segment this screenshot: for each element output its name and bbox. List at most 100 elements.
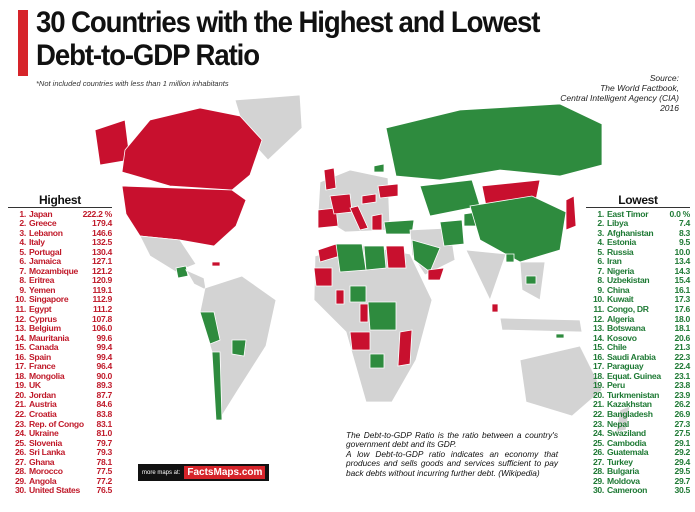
- country: Italy: [29, 237, 45, 248]
- rank: 11.: [593, 304, 604, 315]
- ratio: 7.4: [678, 218, 690, 229]
- list-row: 1. East Timor 0.0 %: [586, 208, 691, 220]
- ratio: 18.1: [674, 323, 690, 334]
- country: Slovenia: [29, 437, 62, 448]
- ratio: 22.3: [674, 351, 690, 362]
- country: Egypt: [29, 304, 52, 315]
- country: Kazakhstan: [607, 399, 652, 410]
- country: Equat. Guinea: [607, 370, 661, 381]
- country: Cyprus: [29, 313, 57, 324]
- list-row: 3. Afghanistan 8.3: [586, 228, 690, 239]
- ratio: 14.3: [674, 265, 690, 276]
- list-row: 19. UK 89.3: [8, 381, 112, 391]
- list-row: 24. Swaziland 27.5: [586, 429, 690, 439]
- rank: 14.: [592, 332, 604, 343]
- ratio: 17.6: [674, 304, 690, 315]
- list-row: 1. Japan 222.2 %: [8, 208, 113, 220]
- country: Swaziland: [607, 428, 646, 439]
- ratio: 0.0 %: [669, 208, 691, 219]
- rank: 19.: [592, 380, 604, 391]
- country: Nigeria: [607, 265, 635, 276]
- ratio: 121.2: [91, 265, 112, 276]
- country: Jordan: [29, 389, 56, 400]
- rank: 28.: [14, 466, 26, 477]
- list-row: 27. Turkey 29.4: [586, 456, 690, 468]
- rank: 20.: [14, 389, 26, 400]
- ratio: 77.2: [96, 475, 112, 486]
- country: Bulgaria: [607, 466, 639, 477]
- list-row: 11. Egypt 111.2: [8, 304, 112, 315]
- ratio: 13.4: [674, 256, 690, 267]
- ratio: 29.4: [674, 456, 690, 467]
- country: Moldova: [607, 475, 640, 486]
- country: Belgium: [29, 323, 61, 334]
- rank: 29.: [14, 475, 26, 486]
- title: 30 Countries with the Highest and Lowest…: [36, 6, 540, 72]
- country: Portugal: [29, 246, 62, 257]
- rank: 1.: [597, 208, 604, 219]
- list-row: 2. Greece 179.4: [8, 219, 112, 229]
- list-row: 20. Jordan 87.7: [8, 389, 112, 401]
- ratio: 23.8: [674, 380, 690, 391]
- rank: 21.: [592, 399, 604, 410]
- rank: 15.: [592, 342, 604, 353]
- explanation-text: The Debt-to-GDP Ratio is the ratio betwe…: [346, 430, 558, 450]
- rank: 6.: [19, 256, 26, 267]
- ratio: 222.2 %: [82, 208, 113, 219]
- list-row: 7. Mozambique 121.2: [8, 265, 112, 277]
- explanation: The Debt-to-GDP Ratio is the ratio betwe…: [346, 430, 558, 478]
- list-row: 6. Iran 13.4: [586, 257, 690, 267]
- rank: 18.: [14, 370, 26, 381]
- country: United States: [29, 485, 81, 496]
- source-line: Central Intelligent Agency (CIA): [560, 93, 679, 103]
- list-row: 23. Rep. of Congo 83.1: [8, 418, 112, 430]
- country: Estonia: [607, 237, 636, 248]
- rank: 23.: [14, 418, 26, 429]
- source-line: The World Factbook,: [600, 83, 679, 93]
- ratio: 77.5: [96, 466, 112, 477]
- list-row: 6. Jamaica 127.1: [8, 257, 112, 267]
- country: Russia: [607, 246, 634, 257]
- country: Congo, DR: [607, 304, 649, 315]
- list-row: 16. Saudi Arabia 22.3: [586, 351, 690, 363]
- ratio: 120.9: [91, 275, 112, 286]
- rank: 22.: [14, 409, 26, 420]
- country: Nepal: [607, 418, 629, 429]
- ratio: 146.6: [91, 227, 112, 238]
- country: UK: [29, 380, 41, 391]
- title-line: Debt-to-GDP Ratio: [36, 39, 260, 72]
- ratio: 127.1: [91, 256, 112, 267]
- ratio: 17.3: [674, 294, 690, 305]
- rank: 28.: [592, 466, 604, 477]
- ratio: 23.9: [674, 389, 690, 400]
- rank: 3.: [19, 227, 26, 238]
- ratio: 78.1: [96, 456, 112, 467]
- brand[interactable]: FactsMaps.com: [184, 466, 266, 479]
- ratio: 30.5: [674, 485, 690, 496]
- list-row: 24. Ukraine 81.0: [8, 429, 112, 439]
- rank: 27.: [14, 456, 26, 467]
- country: China: [607, 284, 630, 295]
- list-row: 26. Sri Lanka 79.3: [8, 448, 112, 458]
- country: Spain: [29, 351, 51, 362]
- list-row: 12. Algeria 18.0: [586, 314, 690, 325]
- list-heading: Lowest: [586, 194, 690, 208]
- rank: 30.: [14, 485, 26, 496]
- country: Morocco: [29, 466, 63, 477]
- rank: 5.: [597, 246, 604, 257]
- rank: 7.: [19, 265, 26, 276]
- ratio: 29.7: [674, 475, 690, 486]
- rank: 13.: [592, 323, 604, 334]
- list-row: 18. Equat. Guinea 23.1: [586, 370, 690, 382]
- list-row: 28. Morocco 77.5: [8, 467, 112, 477]
- list-row: 17. France 96.4: [8, 362, 112, 372]
- list-row: 20. Turkmenistan 23.9: [586, 389, 690, 401]
- list-row: 28. Bulgaria 29.5: [586, 467, 690, 477]
- list-row: 21. Austria 84.6: [8, 400, 112, 410]
- lowest-list: Lowest 1. East Timor 0.0 % 2. Libya 7.4 3. Afgha…: [586, 194, 691, 496]
- ratio: 26.9: [674, 409, 690, 420]
- rank: 1.: [19, 208, 26, 219]
- list-row: 13. Botswana 18.1: [586, 324, 690, 334]
- rank: 26.: [14, 447, 26, 458]
- country: Austria: [29, 399, 57, 410]
